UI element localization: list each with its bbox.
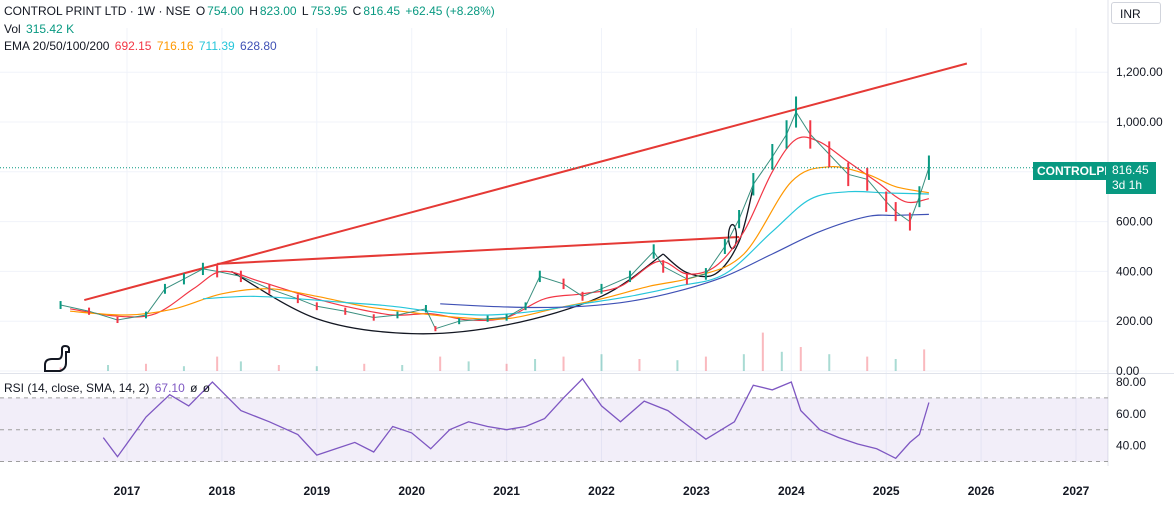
price-axis-label: 1,000.00 [1116, 115, 1163, 129]
time-axis-label: 2017 [114, 484, 141, 498]
time-axis-label: 2022 [588, 484, 615, 498]
price-axis-label: 1,200.00 [1116, 65, 1163, 79]
volume-bar [505, 363, 508, 371]
volume-bar [923, 349, 926, 371]
time-axis-label: 2019 [303, 484, 330, 498]
ema-line-4 [440, 213, 929, 309]
last-price: 816.45 [1112, 163, 1149, 177]
volume-bar [401, 365, 404, 371]
price-axis-label: 400.00 [1116, 264, 1153, 278]
time-axis-label: 2023 [683, 484, 710, 498]
volume-bar [742, 354, 745, 371]
rsi-sym1: ø [190, 381, 198, 395]
open-label: O [195, 4, 206, 18]
low-label: L [301, 4, 309, 18]
ema-label[interactable]: EMA 20/50/100/200 [4, 39, 110, 53]
price-axis-label: 200.00 [1116, 314, 1153, 328]
neckline-trendline [217, 236, 740, 265]
high-label: H [249, 4, 258, 18]
ema20-value: 692.15 [114, 39, 152, 53]
volume-bar [562, 356, 565, 371]
rsi-axis-label: 40.00 [1116, 439, 1146, 453]
ema-legend: EMA 20/50/100/200 692.15 716.16 711.39 6… [4, 38, 279, 55]
upper-trendline [84, 62, 968, 302]
time-axis-label: 2021 [493, 484, 520, 498]
volume-bar [780, 351, 783, 371]
rsi-axis-label: 60.00 [1116, 407, 1146, 421]
volume-bar [315, 366, 318, 371]
ema-line-3 [202, 190, 929, 316]
cup-arc [231, 253, 664, 335]
rsi-sym2: ø [202, 381, 211, 395]
volume-bar [828, 354, 831, 371]
time-axis-label: 2024 [778, 484, 805, 498]
time-axis-label: 2025 [873, 484, 900, 498]
volume-bar [866, 356, 869, 371]
volume-bar [534, 359, 537, 371]
volume-bar [182, 366, 185, 371]
tradingview-logo-icon[interactable] [42, 345, 76, 373]
price-line [60, 110, 930, 330]
close-label: C [352, 4, 362, 18]
volume-bar [467, 361, 470, 371]
volume-legend: Vol 315.42 K [4, 21, 76, 38]
handle-arc [662, 186, 754, 278]
volume-bar [439, 356, 442, 371]
change-value: +62.45 (+8.28%) [405, 4, 495, 18]
currency-button[interactable]: INR [1111, 2, 1161, 24]
volume-bar [277, 365, 280, 371]
volume-bar [59, 367, 62, 371]
volume-bar [638, 359, 641, 371]
volume-bar [363, 363, 366, 371]
volume-bar [600, 354, 603, 371]
time-axis-label: 2020 [398, 484, 425, 498]
ema-line-1 [70, 136, 930, 321]
low-value: 753.95 [310, 4, 348, 18]
symbol-price-tag: CONTROLPR [1033, 162, 1117, 180]
rsi-label[interactable]: RSI (14, close, SMA, 14, 2) [4, 381, 150, 395]
volume-bar [761, 332, 764, 371]
time-axis-label: 2027 [1063, 484, 1090, 498]
ema200-value: 628.80 [240, 39, 277, 53]
volume-bar [894, 359, 897, 371]
price-axis-label: 0.00 [1116, 364, 1140, 378]
price-axis-label: 600.00 [1116, 215, 1153, 229]
volume-label[interactable]: Vol [4, 22, 21, 36]
volume-bar [216, 356, 219, 371]
high-value: 823.00 [259, 4, 297, 18]
open-value: 754.00 [207, 4, 244, 18]
rsi-value: 67.10 [154, 381, 185, 395]
time-axis-label: 2026 [968, 484, 995, 498]
volume-bar [676, 360, 679, 371]
ema100-value: 711.39 [198, 39, 235, 53]
volume-value: 315.42 K [26, 22, 75, 36]
volume-bar [799, 347, 802, 371]
close-value: 816.45 [363, 4, 401, 18]
bar-countdown: 3d 1h [1112, 178, 1143, 192]
symbol-legend: CONTROL PRINT LTD · 1W · NSE O 754.00 H 82… [4, 3, 497, 20]
volume-bar [144, 363, 147, 371]
volume-bar [239, 361, 242, 371]
time-axis-label: 2018 [209, 484, 236, 498]
rsi-legend: RSI (14, close, SMA, 14, 2) 67.10 ø ø [4, 380, 212, 397]
rsi-line [102, 377, 930, 460]
last-price-box: 816.45 3d 1h [1106, 162, 1156, 194]
volume-bar [704, 356, 707, 371]
ema-line-2 [70, 166, 930, 320]
rsi-axis-label: 80.00 [1116, 375, 1146, 389]
ema50-value: 716.16 [156, 39, 194, 53]
volume-bar [107, 365, 110, 371]
symbol-line[interactable]: CONTROL PRINT LTD · 1W · NSE [4, 4, 191, 18]
